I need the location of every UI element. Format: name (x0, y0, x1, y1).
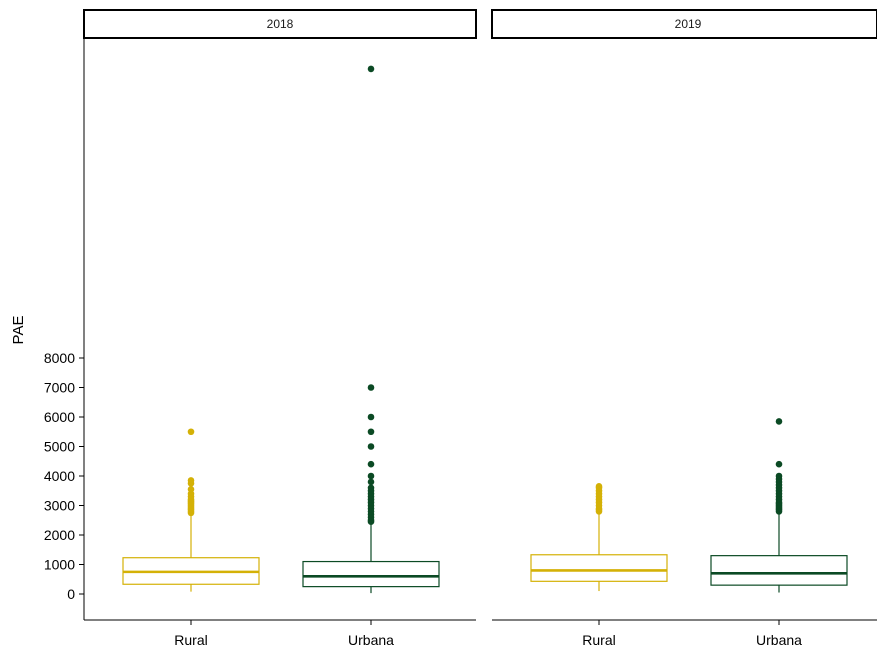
outlier-point (187, 485, 195, 493)
outlier-point (775, 472, 783, 480)
y-axis-title: PAE (10, 316, 27, 345)
outlier-point (367, 384, 375, 391)
x-tick-label: Rural (174, 632, 207, 648)
iqr-box (530, 554, 668, 582)
outlier-point (367, 413, 375, 421)
outlier-point (775, 418, 783, 425)
outlier-point (595, 483, 603, 490)
y-axis-ticks: 0 1000 2000 3000 4000 5000 6000 7000 8000 (44, 350, 84, 602)
x-tick-label: Rural (582, 632, 615, 648)
iqr-box (710, 555, 848, 586)
box-layer (122, 65, 848, 594)
iqr-box (302, 560, 440, 588)
box-2019-rural (530, 483, 668, 592)
outlier-point (367, 484, 375, 492)
x-tick-label: Urbana (756, 632, 802, 648)
outlier-point (187, 477, 195, 484)
outlier-point (367, 428, 375, 436)
y-tick-label: 1000 (44, 557, 75, 573)
outlier-point (367, 65, 375, 73)
box-2018-urbana (302, 65, 440, 594)
facet-label-2018: 2018 (267, 17, 294, 31)
y-tick-label: 6000 (44, 409, 75, 425)
outlier-point (367, 443, 375, 450)
y-tick-label: 5000 (44, 439, 75, 455)
outlier-point (187, 428, 195, 436)
x-tick-label: Urbana (348, 632, 394, 648)
facet-strip-2019: 2019 (491, 9, 877, 39)
outlier-point (367, 460, 375, 468)
facet-label-2019: 2019 (675, 17, 702, 31)
outlier-point (775, 460, 783, 468)
y-tick-label: 4000 (44, 468, 75, 484)
box-2018-rural (122, 428, 260, 592)
y-tick-label: 7000 (44, 380, 75, 396)
y-tick-label: 0 (67, 586, 75, 602)
box-2019-urbana (710, 418, 848, 593)
y-tick-label: 2000 (44, 527, 75, 543)
outlier-point (367, 478, 375, 486)
x-axis-ticks: Rural Urbana Rural Urbana (174, 620, 802, 648)
y-tick-label: 8000 (44, 350, 75, 366)
facet-strip-2018: 2018 (83, 9, 477, 39)
outlier-point (367, 472, 375, 480)
y-tick-label: 3000 (44, 498, 75, 514)
